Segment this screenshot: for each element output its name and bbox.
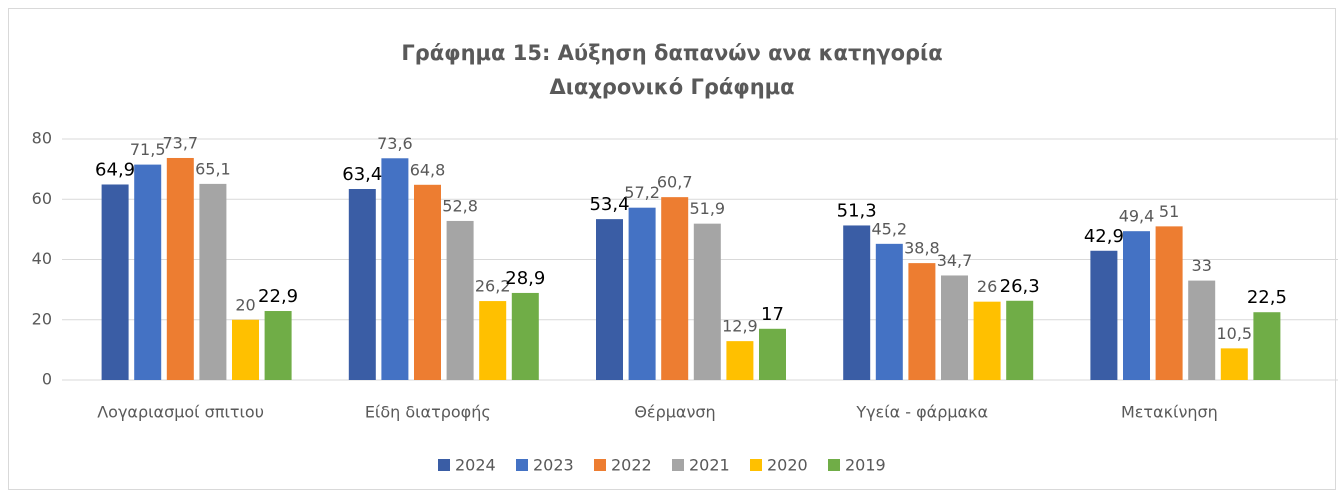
value-label: 53,4 <box>589 194 629 215</box>
bar <box>381 158 409 380</box>
bar <box>941 275 968 380</box>
bar <box>264 311 292 380</box>
value-label: 51,9 <box>689 199 725 218</box>
value-label: 73,6 <box>377 134 413 153</box>
legend-swatch <box>594 459 606 471</box>
chart-subtitle: Διαχρονικό Γράφημα <box>549 75 794 99</box>
value-label: 57,2 <box>624 183 660 202</box>
bar <box>1155 226 1183 380</box>
x-tick-label: Μετακίνηση <box>1121 403 1218 422</box>
bar <box>166 157 194 380</box>
bar <box>232 319 259 380</box>
legend-label: 2019 <box>845 456 886 475</box>
y-tick-label: 80 <box>32 129 52 148</box>
bar <box>446 220 474 380</box>
value-label: 10,5 <box>1216 324 1252 343</box>
y-tick-label: 60 <box>32 189 52 208</box>
x-tick-label: Υγεία - φάρμακα <box>855 403 988 422</box>
value-label: 33 <box>1192 256 1212 275</box>
value-label: 64,8 <box>410 160 446 179</box>
y-tick-label: 20 <box>32 309 52 328</box>
x-tick-label: Θέρμανση <box>634 403 715 422</box>
bar <box>348 189 376 380</box>
bar <box>101 184 129 380</box>
bar <box>1188 280 1216 380</box>
value-label: 52,8 <box>442 196 478 215</box>
bar <box>1253 312 1281 380</box>
legend-label: 2023 <box>533 456 574 475</box>
value-label: 49,4 <box>1119 207 1155 226</box>
bar <box>661 197 689 380</box>
value-label: 22,5 <box>1247 287 1287 308</box>
value-label: 45,2 <box>871 219 907 238</box>
value-label: 60,7 <box>657 173 693 192</box>
bar <box>199 183 227 380</box>
chart-title: Γράφημα 15: Αύξηση δαπανών ανα κατηγορία <box>401 41 942 65</box>
value-label: 63,4 <box>342 164 382 185</box>
value-label: 64,9 <box>95 159 135 180</box>
value-label: 38,8 <box>904 239 940 258</box>
legend-label: 2022 <box>611 456 652 475</box>
value-label: 20 <box>235 295 255 314</box>
value-label: 73,7 <box>162 133 198 152</box>
bar <box>875 243 903 380</box>
bar <box>596 219 623 380</box>
legend-swatch <box>750 459 762 471</box>
value-label: 71,5 <box>130 140 166 159</box>
bar <box>1220 348 1248 380</box>
bar <box>1123 231 1150 380</box>
bar <box>628 207 656 380</box>
bar <box>726 341 754 380</box>
legend-label: 2020 <box>767 456 808 475</box>
value-label: 26,2 <box>475 277 511 296</box>
bar <box>134 164 162 380</box>
value-label: 42,9 <box>1084 226 1124 247</box>
y-tick-label: 0 <box>42 370 52 389</box>
value-label: 26 <box>977 277 997 296</box>
x-tick-label: Είδη διατροφής <box>365 403 491 422</box>
value-label: 22,9 <box>258 286 298 307</box>
value-label: 28,9 <box>505 268 545 289</box>
bar <box>908 263 936 380</box>
value-label: 51 <box>1159 202 1179 221</box>
value-label: 51,3 <box>837 200 877 221</box>
bar <box>973 301 1001 380</box>
bar <box>511 292 539 380</box>
bar <box>759 328 786 380</box>
bar <box>1006 300 1034 380</box>
value-label: 17 <box>761 304 784 325</box>
legend-swatch <box>672 459 684 471</box>
legend-label: 2024 <box>455 456 496 475</box>
value-label: 34,7 <box>937 251 973 270</box>
bar <box>693 223 721 380</box>
legend-swatch <box>438 459 450 471</box>
bar <box>479 301 507 380</box>
legend-label: 2021 <box>689 456 730 475</box>
y-tick-label: 40 <box>32 249 52 268</box>
value-label: 26,3 <box>1000 276 1040 297</box>
legend-swatch <box>828 459 840 471</box>
bar <box>414 184 441 380</box>
x-tick-label: Λογαριασμοί σπιτιου <box>97 403 264 422</box>
value-label: 12,9 <box>722 317 758 336</box>
value-label: 65,1 <box>195 159 231 178</box>
bar <box>843 225 871 380</box>
bar <box>1090 250 1118 380</box>
legend-swatch <box>516 459 528 471</box>
